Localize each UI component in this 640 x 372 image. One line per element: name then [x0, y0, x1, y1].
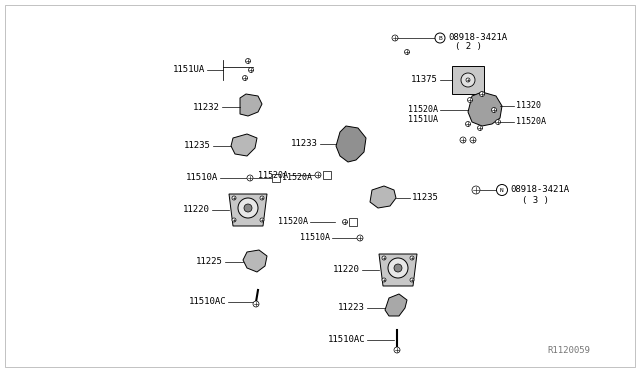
Circle shape: [497, 185, 508, 196]
Polygon shape: [336, 126, 366, 162]
Bar: [452, 66, 484, 94]
Circle shape: [253, 301, 259, 307]
Circle shape: [466, 78, 470, 82]
Text: 11520A: 11520A: [516, 118, 546, 126]
Bar: [323, 171, 331, 179]
Circle shape: [232, 196, 236, 200]
Circle shape: [392, 35, 398, 41]
Circle shape: [247, 175, 253, 181]
Circle shape: [465, 122, 470, 126]
Text: 11220: 11220: [333, 266, 360, 275]
Text: 11375: 11375: [411, 76, 438, 84]
Circle shape: [410, 256, 414, 260]
Circle shape: [394, 347, 400, 353]
Polygon shape: [240, 94, 262, 116]
Text: 11510A: 11510A: [300, 234, 330, 243]
Text: 11233: 11233: [291, 140, 318, 148]
Text: 11520A: 11520A: [258, 170, 288, 180]
Circle shape: [479, 92, 484, 96]
Circle shape: [315, 172, 321, 178]
Circle shape: [260, 218, 264, 222]
Text: 11232: 11232: [193, 103, 220, 112]
Text: 11520A: 11520A: [408, 106, 438, 115]
Circle shape: [495, 119, 500, 125]
Polygon shape: [231, 134, 257, 156]
Text: 1151UA: 1151UA: [173, 65, 205, 74]
Text: 11320: 11320: [516, 102, 541, 110]
Text: B: B: [438, 35, 442, 41]
Text: N: N: [500, 187, 504, 192]
Text: 11235: 11235: [184, 141, 211, 151]
Polygon shape: [370, 186, 396, 208]
Text: 11223: 11223: [338, 304, 365, 312]
Text: 1151UA: 1151UA: [408, 115, 438, 125]
Text: 11225: 11225: [196, 257, 223, 266]
Text: 08918-3421A: 08918-3421A: [448, 33, 507, 42]
Circle shape: [492, 108, 497, 112]
Circle shape: [244, 204, 252, 212]
Circle shape: [246, 58, 250, 64]
Circle shape: [477, 125, 483, 131]
Circle shape: [472, 186, 480, 194]
Circle shape: [470, 137, 476, 143]
Circle shape: [357, 235, 363, 241]
Circle shape: [467, 97, 472, 103]
Circle shape: [461, 73, 475, 87]
Circle shape: [435, 33, 445, 43]
Circle shape: [382, 278, 386, 282]
Text: 08918-3421A: 08918-3421A: [510, 186, 569, 195]
Circle shape: [460, 137, 466, 143]
Circle shape: [260, 196, 264, 200]
Text: R1120059: R1120059: [547, 346, 590, 355]
Circle shape: [243, 76, 248, 80]
Polygon shape: [243, 250, 267, 272]
Circle shape: [410, 278, 414, 282]
Circle shape: [238, 198, 258, 218]
Text: ( 2 ): ( 2 ): [455, 42, 482, 51]
Circle shape: [342, 219, 348, 224]
Text: 11235: 11235: [412, 193, 439, 202]
Circle shape: [232, 218, 236, 222]
Circle shape: [388, 258, 408, 278]
Polygon shape: [385, 294, 407, 316]
Text: 11510A: 11510A: [186, 173, 218, 183]
Circle shape: [382, 256, 386, 260]
Text: 11510AC: 11510AC: [188, 298, 226, 307]
Polygon shape: [468, 92, 502, 126]
Circle shape: [248, 67, 253, 73]
Text: ( 3 ): ( 3 ): [522, 196, 549, 205]
Bar: [272, 174, 280, 182]
Text: 11510AC: 11510AC: [328, 336, 365, 344]
Bar: [349, 218, 357, 226]
Text: 11220: 11220: [183, 205, 210, 215]
Circle shape: [404, 49, 410, 55]
Text: 11520A: 11520A: [278, 218, 308, 227]
Circle shape: [394, 264, 402, 272]
Polygon shape: [379, 254, 417, 286]
Polygon shape: [229, 194, 267, 226]
Text: 11520A: 11520A: [282, 173, 312, 183]
